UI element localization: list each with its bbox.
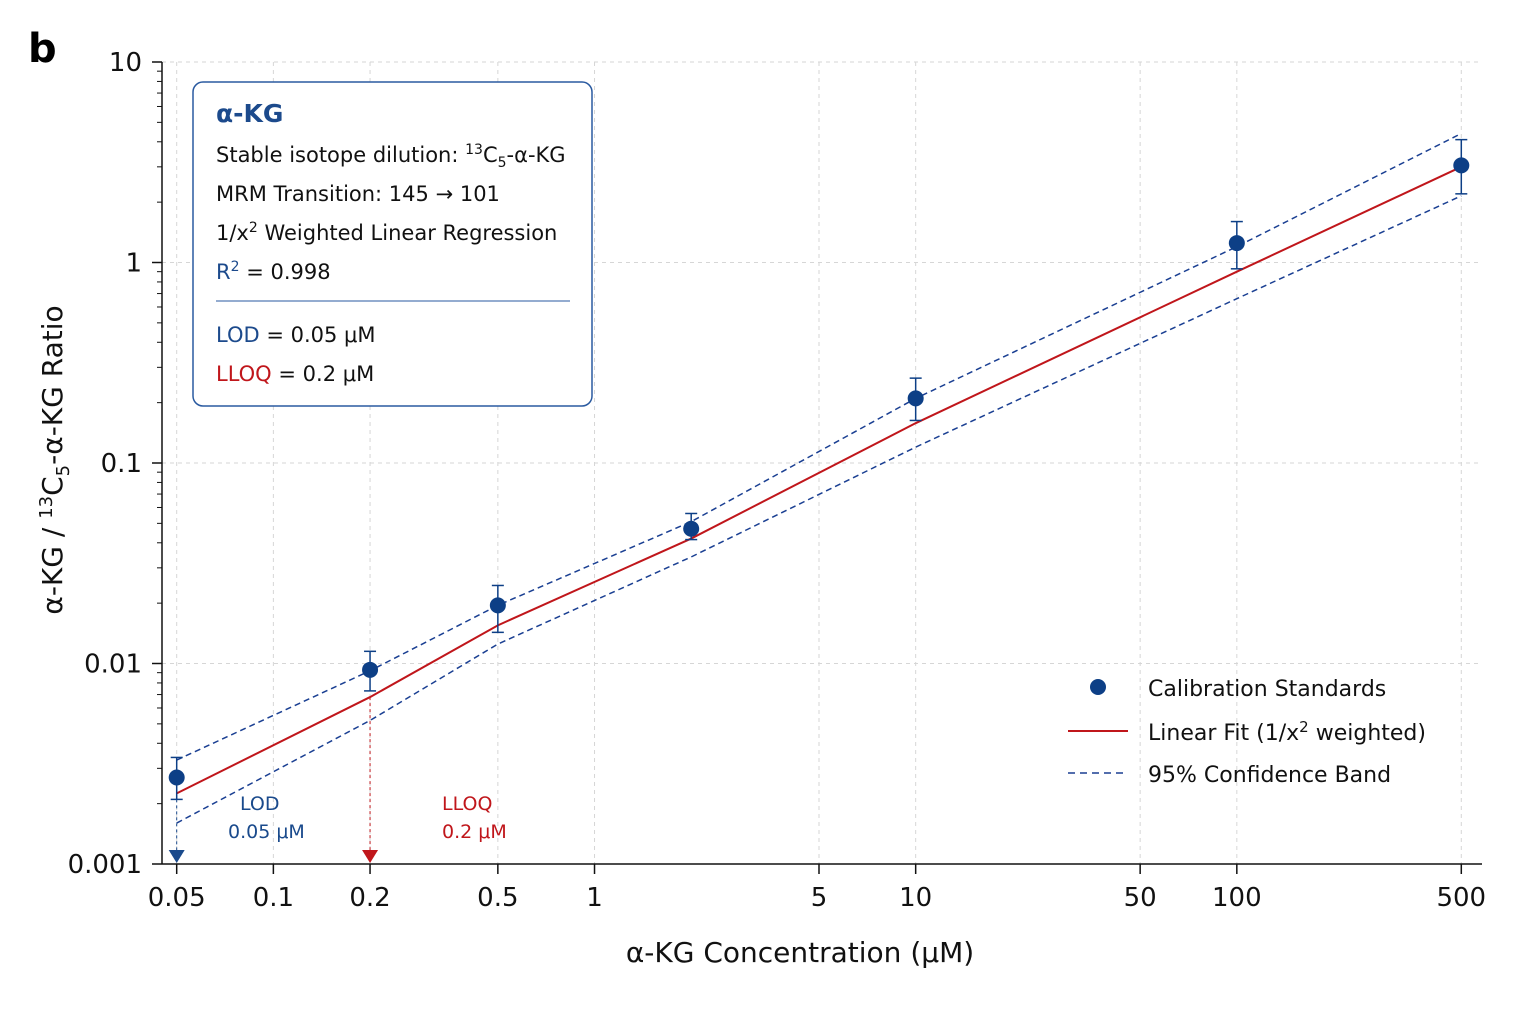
axes: 0.001 0.01 0.1 1 10 0.05 0.1 0.2 0.5 1 5 10 50 100 500 — [68, 48, 1487, 913]
calibration-point — [1228, 235, 1245, 252]
info-line-lloq: LLOQ = 0.2 μM — [216, 362, 374, 386]
y-axis-title: α-KG / 13C5-α-KG Ratio — [36, 305, 74, 614]
x-tick-label: 0.1 — [253, 883, 294, 913]
lloq-marker-label: LLOQ — [442, 793, 492, 815]
x-tick-label: 10 — [899, 883, 932, 913]
y-tick-label: 1 — [125, 249, 142, 279]
x-axis-title: α-KG Concentration (μM) — [626, 936, 974, 969]
calibration-point — [168, 769, 185, 786]
legend-fit: Linear Fit (1/x2 weighted) — [1148, 718, 1426, 746]
info-line-regression: 1/x2 Weighted Linear Regression — [216, 220, 557, 245]
info-title: α-KG — [216, 99, 283, 128]
y-tick-label: 0.1 — [101, 449, 142, 479]
panel-label: b — [28, 26, 57, 72]
legend: Calibration Standards Linear Fit (1/x2 w… — [1068, 677, 1426, 788]
lod-marker-value: 0.05 μM — [228, 821, 305, 843]
y-tick-label: 10 — [109, 48, 142, 78]
limit-markers — [168, 697, 379, 863]
x-tick-label: 0.05 — [148, 883, 206, 913]
lloq-arrow — [362, 850, 379, 863]
x-tick-label: 50 — [1124, 883, 1157, 913]
x-tick-label: 0.5 — [477, 883, 518, 913]
legend-calibration: Calibration Standards — [1148, 677, 1386, 702]
info-line-isotope: Stable isotope dilution: 13C5-α-KG — [216, 142, 566, 171]
lod-arrow — [168, 850, 185, 863]
calibration-point — [362, 661, 379, 678]
x-tick-label: 100 — [1212, 883, 1262, 913]
info-line-lod: LOD = 0.05 μM — [216, 323, 376, 347]
x-tick-label: 500 — [1436, 883, 1486, 913]
info-line-mrm: MRM Transition: 145 → 101 — [216, 182, 500, 206]
info-line-r2: R2 = 0.998 — [216, 259, 331, 284]
band-lower-line — [176, 195, 1462, 824]
info-box: α-KG Stable isotope dilution: 13C5-α-KG … — [192, 81, 593, 407]
calibration-points — [168, 138, 1470, 801]
x-tick-label: 5 — [811, 883, 828, 913]
lod-marker-label: LOD — [240, 793, 280, 815]
calibration-point — [907, 390, 924, 407]
y-tick-label: 0.001 — [68, 850, 142, 880]
y-tick-label: 0.01 — [84, 650, 142, 680]
legend-band: 95% Confidence Band — [1148, 763, 1391, 788]
calibration-point — [489, 597, 506, 614]
lloq-marker-value: 0.2 μM — [442, 821, 507, 843]
legend-point-swatch — [1090, 679, 1106, 695]
x-tick-label: 0.2 — [349, 883, 390, 913]
x-tick-label: 1 — [586, 883, 603, 913]
calibration-point — [1453, 157, 1470, 174]
calibration-point — [683, 520, 700, 537]
